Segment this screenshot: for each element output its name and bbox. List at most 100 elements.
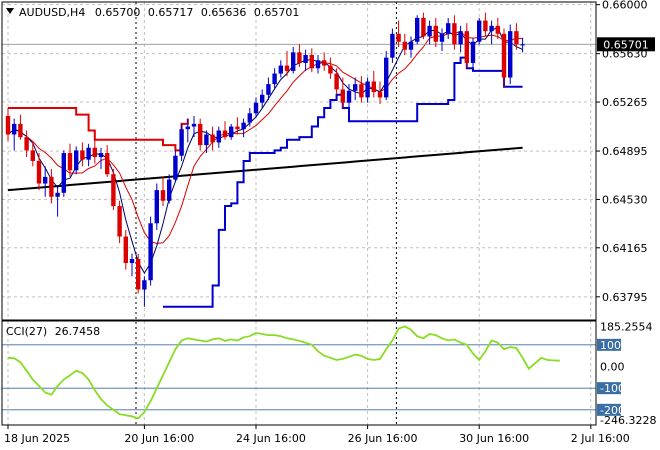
cci-tick-label: -200 xyxy=(600,404,625,417)
price-axis-labels: 0.660000.656300.652650.648950.645300.641… xyxy=(596,0,648,304)
candle-body xyxy=(458,31,463,45)
candle-body xyxy=(74,150,79,171)
candle-body xyxy=(433,25,438,42)
y-tick-label: 0.64165 xyxy=(602,242,648,255)
cci-series xyxy=(7,325,560,420)
cci-axis-labels: 185.2554 100 0.00 -100 -200-246.3228 xyxy=(597,320,656,427)
candle-body xyxy=(464,31,469,63)
cci-name: CCI(27) xyxy=(6,325,47,338)
candle-body xyxy=(260,94,265,103)
candle-body xyxy=(328,65,333,74)
chart-frame xyxy=(1,1,597,426)
y-tick-label: 0.66000 xyxy=(602,0,648,12)
x-tick-label: 30 Jun 16:00 xyxy=(459,432,529,445)
candle-body xyxy=(501,33,507,78)
candle-body xyxy=(36,161,42,184)
candle-body xyxy=(284,65,290,71)
long-moving-average xyxy=(7,146,523,192)
candle-body xyxy=(508,31,513,78)
symbol-label: AUDUSD,H4 xyxy=(19,6,85,19)
candle-body xyxy=(49,176,54,197)
cci-tick-label: 185.2554 xyxy=(600,320,653,333)
candle-body xyxy=(309,55,314,69)
candle-body xyxy=(272,73,277,85)
candle-body xyxy=(365,81,370,98)
candle-body xyxy=(129,259,135,264)
candle-body xyxy=(216,130,221,143)
candle-body xyxy=(235,126,240,130)
cci-tick-label: -246.3228 xyxy=(600,414,656,427)
y-tick-label: 0.63795 xyxy=(602,291,648,304)
candle-body xyxy=(421,17,426,37)
candle-body xyxy=(495,25,500,34)
candle-body xyxy=(98,153,104,158)
candle-body xyxy=(303,55,308,63)
candle-body xyxy=(291,52,296,71)
candle-body xyxy=(210,134,215,143)
candle-body xyxy=(86,147,91,160)
candle-body xyxy=(477,20,482,42)
open-value: 0.65700 xyxy=(95,6,141,19)
candle-body xyxy=(241,122,246,130)
cci-line xyxy=(7,325,560,420)
candle-body xyxy=(111,174,116,207)
x-tick-label: 26 Jun 16:00 xyxy=(348,432,418,445)
lower-channel-line xyxy=(163,56,523,308)
candle-body xyxy=(322,60,327,66)
candle-body xyxy=(30,150,35,161)
x-tick-label: 18 Jun 2025 xyxy=(4,432,70,445)
candle-body xyxy=(396,33,401,42)
candle-body xyxy=(371,81,376,93)
candle-body xyxy=(198,123,203,146)
cci-tick-label: -100 xyxy=(600,382,625,395)
candle-body xyxy=(247,113,252,123)
candle-body xyxy=(173,155,178,180)
y-tick-label: 0.65265 xyxy=(602,96,648,109)
cci-value: 26.7458 xyxy=(55,325,101,338)
svg-text:CCI(27) 26.7458: CCI(27) 26.7458 xyxy=(6,325,100,338)
candle-body xyxy=(185,126,190,130)
candle-body xyxy=(222,130,228,138)
cci-level-box xyxy=(597,382,621,395)
candle-body xyxy=(123,236,128,264)
cci-level-box xyxy=(597,338,621,351)
candle-body xyxy=(377,92,383,98)
candle-body xyxy=(92,147,97,158)
current-price-marker: 0.65701 xyxy=(597,37,655,52)
high-value: 0.65717 xyxy=(148,6,194,19)
candle-body xyxy=(390,33,395,58)
candle-body xyxy=(446,23,451,34)
x-tick-label: 24 Jun 16:00 xyxy=(236,432,306,445)
candle-body xyxy=(415,17,420,42)
candle-body xyxy=(179,129,184,156)
candle-body xyxy=(160,190,166,201)
candle-body xyxy=(439,33,445,42)
upper-channel-line xyxy=(8,107,189,152)
candle-body xyxy=(12,123,17,135)
candle-body xyxy=(489,25,494,32)
cci-level-box xyxy=(597,403,621,416)
candle-body xyxy=(359,84,364,98)
y-tick-label: 0.64895 xyxy=(602,145,648,158)
candle-body xyxy=(334,73,339,90)
dropdown-triangle-icon[interactable] xyxy=(6,8,14,14)
candle-body xyxy=(24,137,29,151)
candle-body xyxy=(142,280,147,290)
cci-tick-label: 0.00 xyxy=(600,361,625,374)
candle-body xyxy=(167,179,172,201)
low-value: 0.65636 xyxy=(201,6,247,19)
x-tick-label: 20 Jun 16:00 xyxy=(124,432,194,445)
candle-body xyxy=(148,223,153,281)
candle-body xyxy=(402,41,407,50)
candle-body xyxy=(483,20,488,32)
cci-grid xyxy=(2,321,596,425)
candle-body xyxy=(204,134,209,146)
candle-body xyxy=(340,89,345,103)
candle-body xyxy=(297,52,302,63)
close-value: 0.65701 xyxy=(254,6,300,19)
candle-body xyxy=(136,259,141,290)
y-tick-label: 0.64530 xyxy=(602,193,648,206)
candle-body xyxy=(278,65,283,74)
candle-body xyxy=(229,126,234,138)
